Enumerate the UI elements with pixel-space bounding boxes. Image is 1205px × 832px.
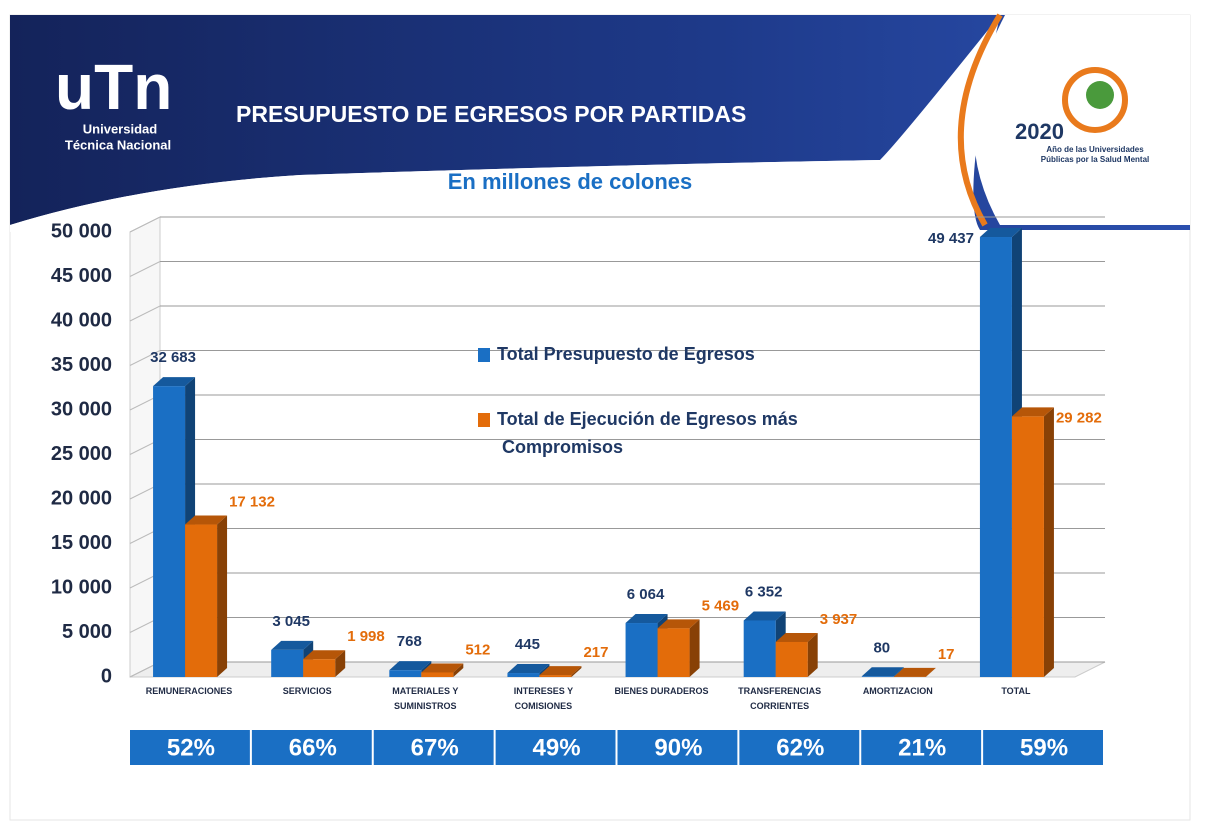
value-label: 3 937 xyxy=(820,611,858,628)
percent-label: 59% xyxy=(1020,734,1068,761)
bar xyxy=(303,659,335,677)
percent-label: 49% xyxy=(533,734,581,761)
bar xyxy=(389,670,421,677)
value-label: 29 282 xyxy=(1056,409,1102,426)
bar xyxy=(776,642,808,677)
value-label: 217 xyxy=(583,644,608,661)
bar xyxy=(539,675,571,677)
bar xyxy=(862,676,894,677)
value-label: 445 xyxy=(515,636,540,653)
value-label: 6 064 xyxy=(627,586,665,603)
chart: uTn Universidad Técnica Nacional PRESUPU… xyxy=(0,0,1205,832)
badge-text: Públicas por la Salud Mental xyxy=(1041,155,1149,164)
bar xyxy=(421,672,453,677)
value-label: 768 xyxy=(397,633,422,650)
percent-label: 90% xyxy=(654,734,702,761)
bar-side xyxy=(217,516,227,677)
bar xyxy=(980,237,1012,677)
chart-title: PRESUPUESTO DE EGRESOS POR PARTIDAS xyxy=(236,101,746,127)
x-tick-label: SERVICIOS xyxy=(252,684,362,699)
y-tick-label: 40 000 xyxy=(51,309,112,331)
badge-icon xyxy=(1086,81,1114,109)
badge-year: 2020 xyxy=(1015,119,1064,144)
bar xyxy=(153,386,185,677)
x-tick-label: INTERESES Y COMISIONES xyxy=(488,684,598,714)
bar xyxy=(185,525,217,677)
y-tick-label: 25 000 xyxy=(51,443,112,465)
value-label: 32 683 xyxy=(150,349,196,366)
x-tick-label: BIENES DURADEROS xyxy=(607,684,717,699)
bar xyxy=(507,673,539,677)
slide: uTn Universidad Técnica Nacional PRESUPU… xyxy=(0,0,1205,832)
x-tick-label: TRANSFERENCIAS CORRIENTES xyxy=(725,684,835,714)
y-tick-label: 45 000 xyxy=(51,265,112,287)
percent-label: 67% xyxy=(411,734,459,761)
value-label: 512 xyxy=(465,641,490,658)
badge-text: Año de las Universidades xyxy=(1046,145,1144,154)
bar-side xyxy=(690,619,700,677)
y-tick-label: 15 000 xyxy=(51,532,112,554)
x-tick-label: REMUNERACIONES xyxy=(134,684,244,699)
bar xyxy=(626,623,658,677)
y-tick-label: 5 000 xyxy=(62,621,112,643)
y-tick-label: 0 xyxy=(101,665,112,687)
bar xyxy=(658,628,690,677)
y-tick-label: 50 000 xyxy=(51,220,112,242)
percent-label: 66% xyxy=(289,734,337,761)
value-label: 17 xyxy=(938,646,955,663)
badge-area xyxy=(974,15,1190,225)
value-label: 49 437 xyxy=(928,230,974,247)
legend-swatch xyxy=(478,413,490,427)
percent-label: 62% xyxy=(776,734,824,761)
bar xyxy=(1012,416,1044,677)
chart-subtitle: En millones de colones xyxy=(448,169,693,194)
percent-label: 21% xyxy=(898,734,946,761)
value-label: 5 469 xyxy=(702,597,740,614)
y-tick-label: 30 000 xyxy=(51,398,112,420)
bar xyxy=(271,650,303,677)
y-tick-label: 35 000 xyxy=(51,354,112,376)
y-tick-label: 10 000 xyxy=(51,576,112,598)
x-tick-label: TOTAL xyxy=(961,684,1071,699)
x-tick-label: MATERIALES Y SUMINISTROS xyxy=(370,684,480,714)
bar xyxy=(744,620,776,677)
logo-line: Técnica Nacional xyxy=(65,137,171,152)
x-tick-label: AMORTIZACION xyxy=(843,684,953,699)
value-label: 17 132 xyxy=(229,493,275,510)
percent-label: 52% xyxy=(167,734,215,761)
value-label: 80 xyxy=(873,639,890,656)
legend-swatch xyxy=(478,348,490,362)
value-label: 3 045 xyxy=(272,613,310,630)
bar-side xyxy=(1044,407,1054,677)
logo-line: Universidad xyxy=(83,121,157,136)
value-label: 1 998 xyxy=(347,628,385,645)
logo: uTn xyxy=(55,51,172,123)
legend-label: Total Presupuesto de Egresos xyxy=(497,344,755,364)
value-label: 6 352 xyxy=(745,583,783,600)
y-tick-label: 20 000 xyxy=(51,487,112,509)
